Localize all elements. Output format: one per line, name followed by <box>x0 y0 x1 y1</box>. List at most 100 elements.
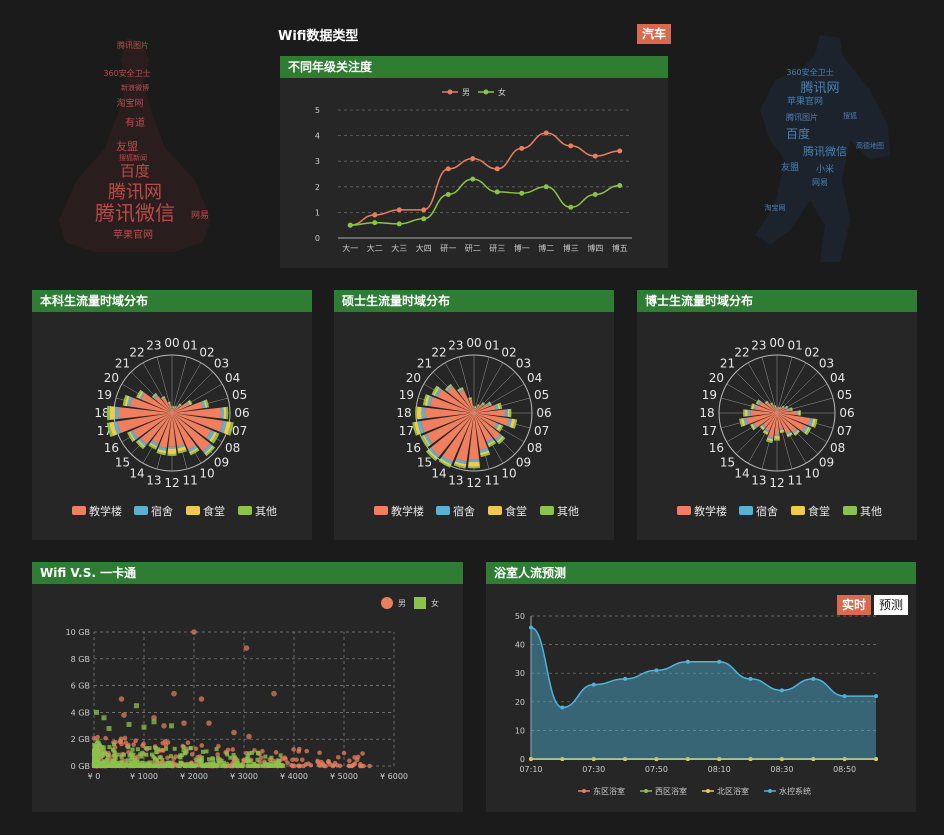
scatter-female-point <box>151 719 157 725</box>
polar-bar-segment <box>439 458 452 467</box>
polar-bar-segment <box>469 399 474 413</box>
scatter-legend-female-marker <box>414 597 426 609</box>
polar-bar-segment <box>171 408 173 413</box>
scatter-female-point <box>153 746 158 751</box>
predict-button[interactable]: 预测 <box>874 595 909 615</box>
scatter-y-tick: 10 GB <box>66 628 90 637</box>
polar-bar-segment <box>811 418 816 428</box>
wordcloud-right-word: 苹果官网 <box>787 95 823 107</box>
polar-bar-segment <box>474 406 477 409</box>
scatter-female-point <box>138 752 143 757</box>
polar-bar-segment <box>766 437 773 442</box>
scatter-male-point <box>243 645 250 651</box>
polar-hour-label: 00 <box>164 336 179 350</box>
polar-hour-label: 08 <box>225 441 240 455</box>
polar-bar-segment <box>777 408 790 413</box>
grade-x-tick: 大一 <box>342 243 358 253</box>
scatter-male-point <box>193 746 199 752</box>
polar-bar-segment <box>431 385 439 396</box>
scatter-female-point <box>160 757 165 762</box>
polar-legend-swatch <box>739 506 753 515</box>
polar-hour-label: 02 <box>501 345 516 359</box>
polar-bar-segment <box>793 429 800 436</box>
polar-bar-segment <box>787 433 793 438</box>
scatter-female-point <box>132 757 137 762</box>
polar-bar-segment <box>412 422 418 436</box>
scatter-female-point <box>96 752 101 757</box>
polar-bar-segment <box>777 407 786 413</box>
polar-hour-label: 12 <box>769 476 784 490</box>
polar-hour-label: 20 <box>406 371 421 385</box>
grade-x-tick: 博五 <box>612 243 628 253</box>
polar-bar-segment <box>425 450 437 462</box>
polar-bar-segment <box>422 394 428 406</box>
polar-spoke <box>473 356 490 414</box>
scatter-male-point <box>131 742 136 747</box>
polar-hour-label: 17 <box>702 424 717 438</box>
polar-spoke <box>171 362 202 414</box>
polar-legend-swatch <box>488 506 502 515</box>
polar-bar-segment <box>486 402 491 407</box>
scatter-female-point <box>164 746 169 751</box>
polar-bar-segment <box>777 413 791 434</box>
polar-bar-segment <box>777 407 783 413</box>
scatter-female-point <box>204 762 209 767</box>
scatter-female-point <box>183 751 188 756</box>
polar-hour-label: 06 <box>234 406 249 420</box>
scatter-female-point <box>125 758 130 763</box>
scatter-female-point <box>186 763 191 768</box>
scatter-male-point <box>347 758 352 764</box>
polar-bar-segment <box>779 429 785 433</box>
category-badge[interactable]: 汽车 <box>637 24 672 44</box>
grade-data-point <box>494 189 500 195</box>
wordcloud-right-word: 360安全卫士 <box>786 67 833 77</box>
wordcloud-right-word: 腾讯图片 <box>786 112 818 122</box>
grade-x-tick: 大四 <box>416 243 432 253</box>
polar-bar-segment <box>495 434 503 442</box>
polar-hour-label: 02 <box>199 345 214 359</box>
scatter-female-point <box>112 760 117 765</box>
scatter-female-point <box>134 703 139 709</box>
polar-hour-label: 05 <box>232 388 247 402</box>
polar-bar-segment <box>487 440 496 446</box>
undergrad-traffic-panel: 本科生流量时域分布 00 01 02 03 04 05 06 07 08 09 10 11 12 13 14… <box>32 290 312 540</box>
polar-legend-label: 宿舍 <box>756 504 778 518</box>
scatter-female-point <box>211 757 216 762</box>
grade-data-point <box>519 190 525 196</box>
scatter-female-point <box>135 759 140 764</box>
grade-legend-marker <box>483 89 489 95</box>
scatter-female-point <box>233 762 238 767</box>
polar-bar-segment <box>138 438 147 447</box>
polar-bar-segment <box>790 407 792 411</box>
polar-legend-label: 食堂 <box>203 504 225 518</box>
scatter-x-tick: ¥ 0 <box>88 772 101 781</box>
polar-hour-label: 23 <box>751 338 766 352</box>
polar-bar-segment <box>802 425 809 434</box>
scatter-female-point <box>235 760 240 765</box>
polar-bar-segment <box>468 397 472 399</box>
polar-hour-label: 13 <box>751 474 766 488</box>
scatter-x-tick: ¥ 3000 <box>230 772 258 781</box>
scatter-female-point <box>113 756 118 761</box>
bath-legend-label: 北区浴室 <box>717 786 749 796</box>
scatter-female-point <box>191 763 196 768</box>
polar-legend-label: 教学楼 <box>391 504 424 518</box>
polar-bar-segment <box>474 413 497 428</box>
wordcloud-right-word: 腾讯微信 <box>803 144 847 158</box>
grade-line-chart: 0 1 2 3 4 5 大一 大二 大三 大四 研一 研二 研三 博一 博二 博三 博四 博五 男 女 <box>315 87 632 253</box>
polar-bar-segment <box>172 401 203 413</box>
polar-bar-segment <box>486 438 495 445</box>
scatter-female-point <box>222 760 227 765</box>
wordcloud-right-word: 小米 <box>816 163 834 175</box>
polar-bar-segment <box>149 442 158 449</box>
polar-bar-segment <box>437 389 474 413</box>
grade-x-tick: 研一 <box>440 244 456 253</box>
polar-bar-segment <box>765 401 769 405</box>
scatter-male-point <box>258 755 264 761</box>
polar-bar-segment <box>457 387 464 392</box>
realtime-button[interactable]: 实时 <box>837 595 872 615</box>
polar-hour-label: 07 <box>837 424 852 438</box>
polar-hour-label: 10 <box>804 467 819 481</box>
polar-bar-segment <box>424 407 474 419</box>
polar-bar-segment <box>782 406 784 408</box>
